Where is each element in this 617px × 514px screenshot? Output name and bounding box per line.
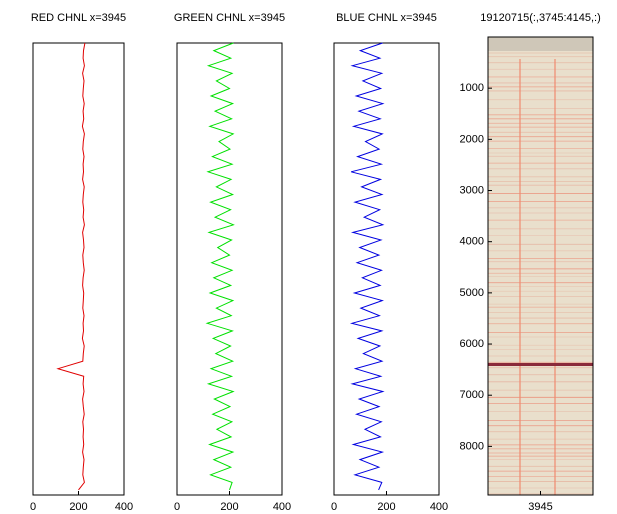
x-tick-label: 3945	[528, 501, 552, 513]
axes-box	[333, 42, 440, 496]
panel-title: BLUE CHNL x=3945	[336, 12, 437, 24]
x-tick-label: 400	[430, 501, 448, 513]
y-tick-label: 6000	[460, 338, 484, 350]
y-tick-label: 3000	[460, 184, 484, 196]
y-tick-label: 1000	[460, 82, 484, 94]
panel-title: RED CHNL x=3945	[31, 12, 126, 24]
y-tick-label: 2000	[460, 133, 484, 145]
x-tick-label: 0	[30, 501, 36, 513]
panel-title: GREEN CHNL x=3945	[174, 12, 285, 24]
signal-line	[349, 42, 385, 491]
signal-line	[205, 42, 235, 491]
x-tick-label: 400	[115, 501, 133, 513]
x-tick-label: 0	[331, 501, 337, 513]
image-dark-band	[488, 363, 593, 366]
x-tick-label: 400	[273, 501, 291, 513]
image	[488, 37, 593, 495]
image-top	[488, 37, 593, 51]
y-tick-label: 5000	[460, 287, 484, 299]
x-tick-label: 200	[220, 501, 238, 513]
y-tick-label: 4000	[460, 236, 484, 248]
axes-box	[32, 42, 125, 496]
panel-title: 19120715(:,3745:4145,:)	[480, 12, 601, 24]
y-tick-label: 7000	[460, 389, 484, 401]
x-tick-label: 0	[174, 501, 180, 513]
image-background	[488, 37, 593, 495]
signal-line	[56, 42, 86, 491]
y-tick-label: 8000	[460, 440, 484, 452]
x-tick-label: 200	[69, 501, 87, 513]
x-tick-label: 200	[377, 501, 395, 513]
